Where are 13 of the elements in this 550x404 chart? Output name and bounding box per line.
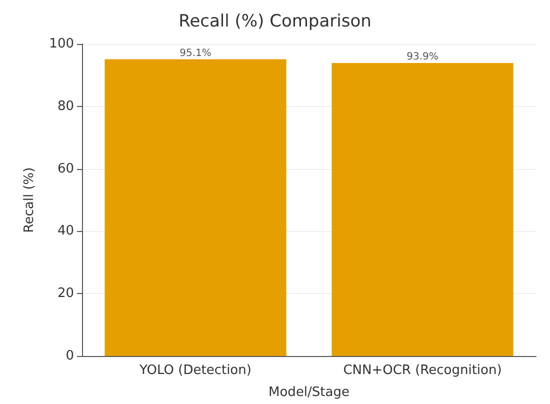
x-axis-title: Model/Stage (268, 385, 350, 400)
data-label: 95.1% (180, 48, 212, 59)
y-tick-label: 0 (66, 348, 74, 364)
y-tick-label: 100 (49, 36, 74, 52)
y-tick-label: 20 (57, 286, 74, 302)
x-tick-label: YOLO (Detection) (138, 363, 252, 378)
chart-title: Recall (%) Comparison (178, 12, 372, 32)
y-tick-label: 60 (57, 161, 74, 176)
y-tick-label: 80 (57, 98, 74, 114)
x-tick-label: CNN+OCR (Recognition) (343, 363, 502, 378)
y-tick-label: 40 (57, 224, 74, 239)
data-label: 93.9% (406, 52, 438, 63)
y-axis-title: Recall (%) (22, 167, 37, 233)
